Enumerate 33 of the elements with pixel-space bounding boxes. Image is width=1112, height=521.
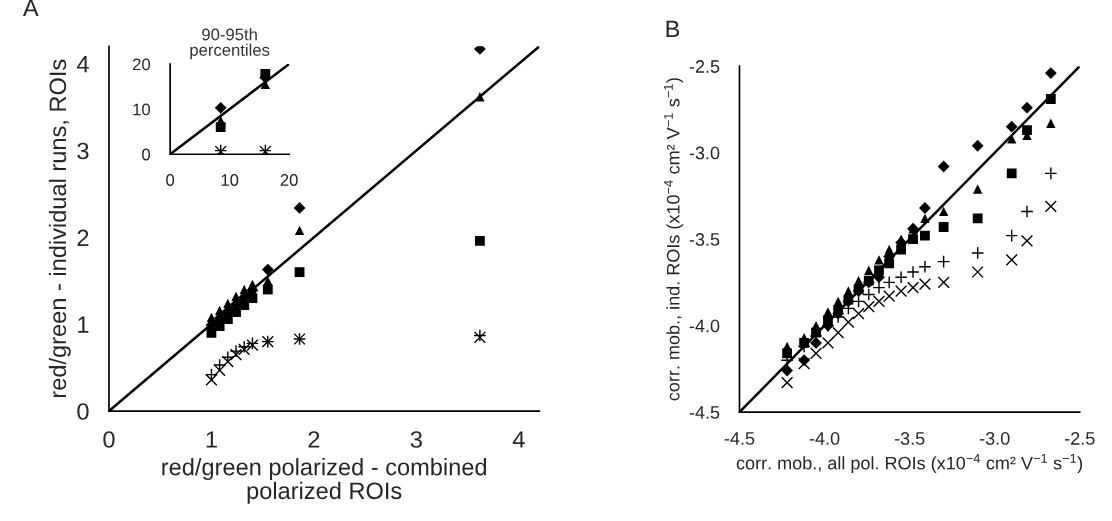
y-tick-label: 20 xyxy=(132,58,151,71)
text: B xyxy=(666,20,680,38)
x-tick-label: -4.5 xyxy=(724,432,755,445)
y-tick-label: 3 xyxy=(77,142,89,160)
y-tick-label: 10 xyxy=(133,103,151,116)
x-tick-label: 0 xyxy=(103,431,115,448)
y-tick-label: 0 xyxy=(142,148,151,161)
x-tick-label: 1 xyxy=(206,431,217,448)
y-tick-label: -2.5 xyxy=(689,60,720,73)
x-tick-label: -3.0 xyxy=(979,432,1010,445)
x-tick-label: -4.0 xyxy=(809,432,840,445)
y-tick-label: -3.0 xyxy=(689,146,720,160)
y-tick-label: -4.0 xyxy=(689,319,720,333)
y-tick-label: -3.5 xyxy=(689,233,720,246)
y-tick-label: 2 xyxy=(77,229,89,246)
x-tick-label: -3.5 xyxy=(894,432,925,445)
chart-title: 90-95th percentiles xyxy=(190,28,270,60)
x-axis-title: corr. mob., all pol. ROIs (x10$^{−4}$ cm² V$^{−1}$ s$^{−1}$) xyxy=(736,453,1083,474)
y-axis-title: corr. mob., ind. ROIs (x10$^{−4}$ cm² V$^{−1}$ s$^{−1}$) xyxy=(664,78,684,401)
x-tick-label: -2.5 xyxy=(1065,432,1095,445)
x-tick-label: 10 xyxy=(221,174,239,186)
text: A xyxy=(22,0,39,16)
x-tick-label: 2 xyxy=(308,431,320,448)
x-tick-label: 20 xyxy=(280,174,298,186)
x-axis-title: red/green polarized - combined polarized ROIs xyxy=(162,458,487,504)
x-tick-label: 3 xyxy=(410,431,422,448)
x-tick-label: 0 xyxy=(166,174,175,186)
y-axis-title: red/green - individual runs, ROIs xyxy=(48,59,71,398)
y-tick-label: 0 xyxy=(77,403,89,420)
y-tick-label: 4 xyxy=(76,56,89,73)
y-tick-label: 1 xyxy=(78,316,89,333)
x-tick-label: 4 xyxy=(512,431,525,448)
y-tick-label: -4.5 xyxy=(689,406,720,419)
